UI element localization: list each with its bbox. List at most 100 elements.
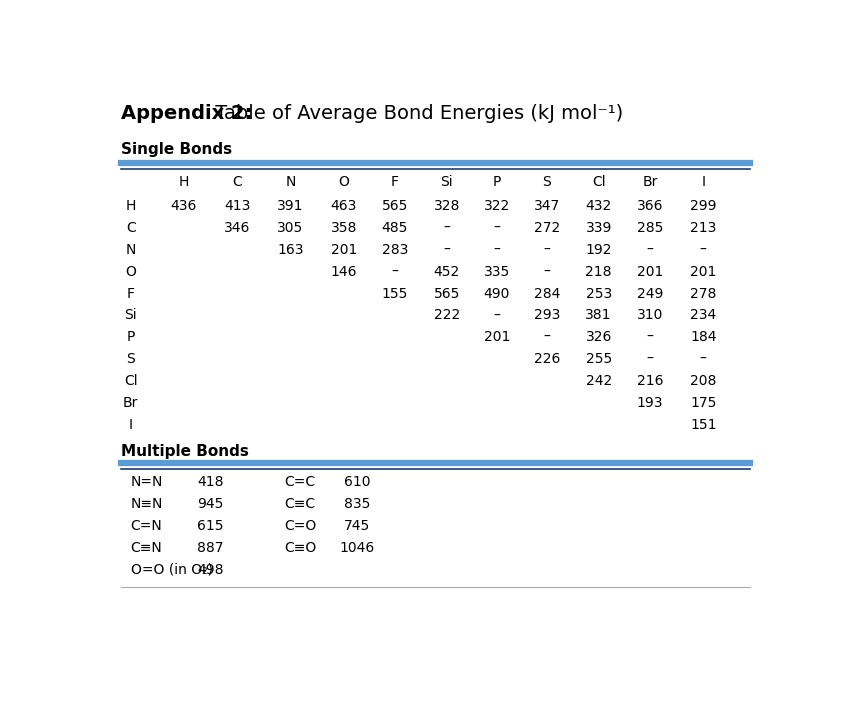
Text: S: S (126, 352, 135, 366)
Text: H: H (179, 175, 189, 189)
Text: 745: 745 (344, 519, 370, 533)
Text: 151: 151 (690, 418, 716, 432)
Text: P: P (493, 175, 501, 189)
Text: P: P (126, 330, 135, 344)
Text: 305: 305 (277, 221, 303, 235)
Text: –: – (543, 330, 551, 344)
Text: 208: 208 (690, 374, 716, 388)
Text: 565: 565 (434, 286, 460, 301)
Text: 242: 242 (586, 374, 612, 388)
Text: Si: Si (125, 308, 137, 323)
Text: –: – (647, 352, 654, 366)
Text: 358: 358 (331, 221, 356, 235)
Text: 346: 346 (224, 221, 250, 235)
Text: 565: 565 (381, 199, 408, 213)
Text: 222: 222 (434, 308, 460, 323)
Text: 192: 192 (586, 243, 612, 257)
Text: 226: 226 (533, 352, 560, 366)
Text: 498: 498 (198, 563, 224, 576)
Text: 328: 328 (434, 199, 460, 213)
Text: H: H (125, 199, 136, 213)
Text: Cl: Cl (592, 175, 606, 189)
Text: 201: 201 (331, 243, 356, 257)
Text: O: O (338, 175, 349, 189)
Text: 283: 283 (381, 243, 408, 257)
Text: 322: 322 (484, 199, 510, 213)
Text: Br: Br (643, 175, 658, 189)
Text: F: F (391, 175, 399, 189)
Text: –: – (700, 243, 707, 257)
Text: O: O (125, 264, 136, 279)
Text: 293: 293 (533, 308, 560, 323)
Text: C≡O: C≡O (283, 541, 316, 555)
Text: N: N (285, 175, 295, 189)
Text: 163: 163 (277, 243, 304, 257)
Text: 184: 184 (690, 330, 716, 344)
Text: Multiple Bonds: Multiple Bonds (120, 444, 248, 459)
Text: C: C (125, 221, 136, 235)
Text: 835: 835 (344, 497, 370, 511)
Text: 234: 234 (690, 308, 716, 323)
Text: 284: 284 (533, 286, 560, 301)
Text: N=N: N=N (131, 476, 163, 489)
Text: Single Bonds: Single Bonds (120, 143, 232, 157)
Text: 310: 310 (637, 308, 663, 323)
Text: –: – (543, 243, 551, 257)
Text: 391: 391 (277, 199, 304, 213)
Text: 249: 249 (637, 286, 663, 301)
Text: 253: 253 (586, 286, 612, 301)
Text: –: – (647, 330, 654, 344)
Text: S: S (542, 175, 551, 189)
Text: 452: 452 (434, 264, 460, 279)
Text: 155: 155 (381, 286, 408, 301)
Text: C≡N: C≡N (131, 541, 162, 555)
Text: 610: 610 (344, 476, 370, 489)
Text: –: – (493, 243, 500, 257)
Text: 218: 218 (586, 264, 612, 279)
Text: 255: 255 (586, 352, 612, 366)
Text: C≡C: C≡C (283, 497, 315, 511)
Text: –: – (493, 221, 500, 235)
Text: 490: 490 (484, 286, 510, 301)
Text: Table of Average Bond Energies (kJ mol⁻¹): Table of Average Bond Energies (kJ mol⁻¹… (210, 104, 624, 123)
Text: 339: 339 (586, 221, 612, 235)
Text: F: F (126, 286, 135, 301)
Text: C=N: C=N (131, 519, 162, 533)
Text: 432: 432 (586, 199, 612, 213)
Text: 299: 299 (690, 199, 716, 213)
Text: 418: 418 (198, 476, 224, 489)
Text: 278: 278 (690, 286, 716, 301)
Text: I: I (701, 175, 705, 189)
Text: 887: 887 (198, 541, 224, 555)
Text: I: I (129, 418, 132, 432)
Text: 615: 615 (198, 519, 224, 533)
Text: N: N (125, 243, 136, 257)
Text: 381: 381 (586, 308, 612, 323)
Text: 326: 326 (586, 330, 612, 344)
Text: C=O: C=O (283, 519, 316, 533)
Text: 272: 272 (533, 221, 560, 235)
Text: 201: 201 (637, 264, 663, 279)
Text: –: – (647, 243, 654, 257)
Text: 347: 347 (533, 199, 560, 213)
Text: 436: 436 (171, 199, 197, 213)
Text: 201: 201 (690, 264, 716, 279)
Text: 366: 366 (637, 199, 663, 213)
Text: 146: 146 (331, 264, 357, 279)
Text: Si: Si (441, 175, 454, 189)
Text: 213: 213 (690, 221, 716, 235)
Text: 216: 216 (637, 374, 663, 388)
Text: 945: 945 (198, 497, 223, 511)
Text: 335: 335 (484, 264, 510, 279)
Text: –: – (443, 221, 450, 235)
Text: C=C: C=C (283, 476, 315, 489)
Text: –: – (543, 264, 551, 279)
Text: C: C (232, 175, 242, 189)
Text: 413: 413 (224, 199, 250, 213)
Text: –: – (443, 243, 450, 257)
Text: 175: 175 (690, 396, 716, 410)
Text: 1046: 1046 (339, 541, 375, 555)
Text: –: – (493, 308, 500, 323)
Text: N≡N: N≡N (131, 497, 163, 511)
Text: 193: 193 (637, 396, 663, 410)
